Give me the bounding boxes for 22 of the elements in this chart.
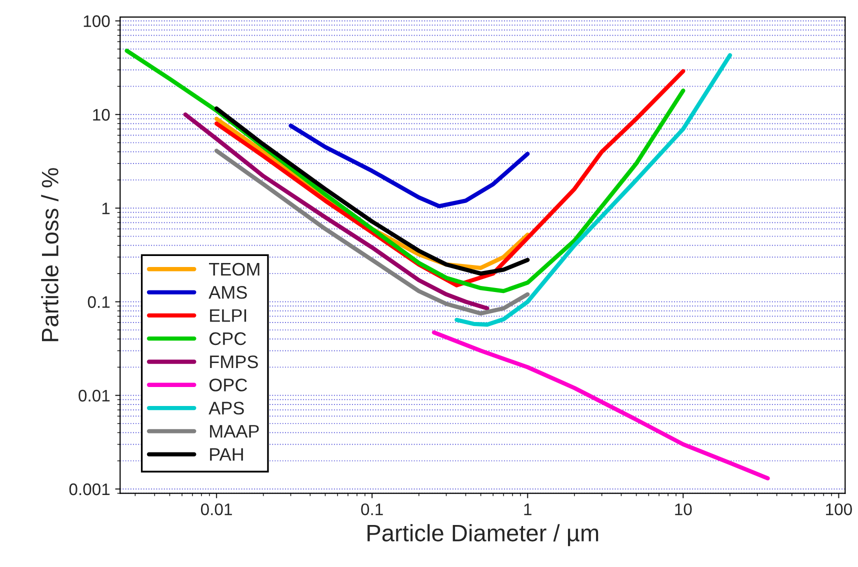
legend-label: AMS — [208, 286, 247, 299]
y-tick-label: 0.1 — [88, 296, 110, 308]
legend-label: PAH — [210, 448, 243, 461]
legend-label: FMPS — [210, 355, 258, 368]
legend-label: TEOM — [209, 262, 260, 276]
legend-label: OPC — [209, 378, 248, 392]
x-tick-label: 0.1 — [361, 503, 383, 516]
y-tick-label: 10 — [93, 108, 110, 121]
y-tick-label: 1 — [102, 202, 110, 214]
x-tick-label: 0.01 — [200, 503, 232, 516]
y-tick-label: 0.001 — [69, 483, 110, 496]
y-axis-title: Particle Loss / % — [41, 168, 58, 342]
legend-label: CPC — [210, 332, 246, 346]
y-tick-label: 100 — [84, 15, 110, 28]
y-tick-label: 0.01 — [78, 390, 110, 402]
x-tick-label: 10 — [675, 503, 692, 516]
legend-label: ELPI — [210, 309, 246, 322]
legend-label: APS — [208, 402, 244, 415]
legend-label: MAAP — [210, 425, 259, 438]
x-tick-label: 1 — [524, 504, 532, 516]
x-tick-label: 100 — [826, 503, 852, 516]
x-axis-title: Particle Diameter / µm — [368, 524, 598, 546]
